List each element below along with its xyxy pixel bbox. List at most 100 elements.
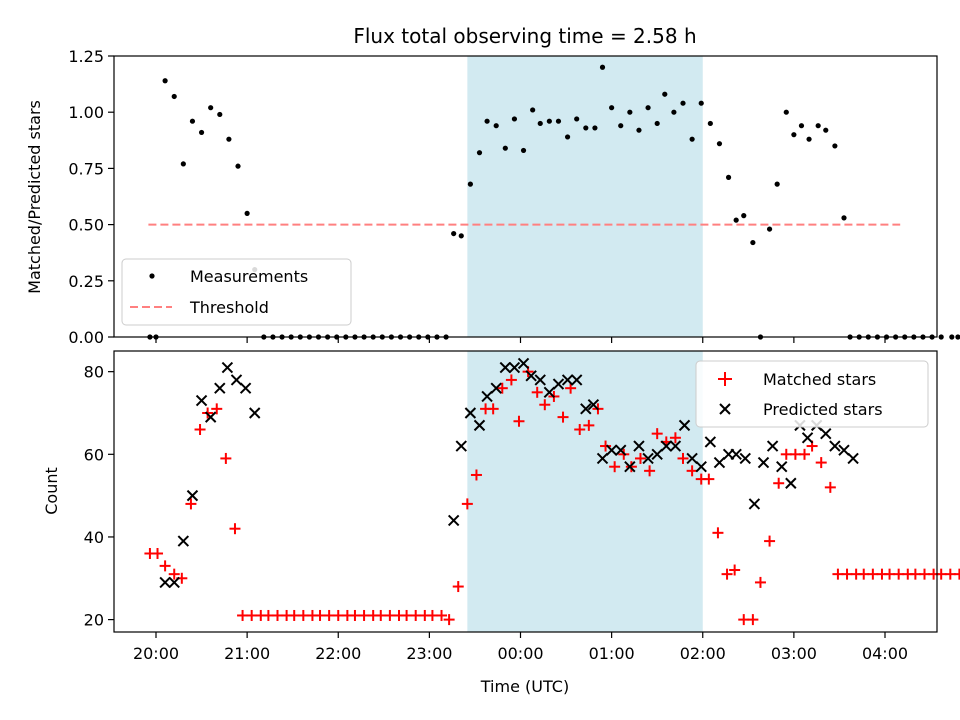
matched-star-point	[436, 609, 448, 621]
bottom-xtick-label: 01:00	[589, 644, 635, 663]
matched-star-point	[505, 374, 517, 386]
measurement-point	[774, 181, 780, 187]
measurement-point	[226, 136, 232, 142]
bottom-legend: Matched stars Predicted stars	[695, 360, 929, 428]
predicted-star-point	[669, 440, 682, 452]
bottom-x-axis-label: Time (UTC)	[480, 677, 569, 696]
measurement-point	[798, 123, 805, 129]
measurement-point	[949, 334, 955, 340]
measurement-point	[530, 107, 536, 113]
measurement-point	[627, 109, 633, 115]
predicted-star-point	[499, 361, 512, 374]
matched-star-point	[487, 403, 499, 415]
matched-star-point	[729, 564, 741, 576]
predicted-star-point	[525, 370, 537, 382]
top-panel: 0.00 0.25 0.50 0.75 1.00 1.25 Matched/Predict…	[25, 47, 960, 347]
predicted-star-point	[177, 535, 190, 547]
matched-star-point	[625, 461, 637, 473]
predicted-star-point	[695, 460, 707, 473]
predicted-star-point	[517, 357, 530, 370]
predicted-star-point	[447, 514, 460, 527]
measurement-point	[502, 145, 508, 151]
matched-star-point	[194, 424, 206, 436]
measurement-point	[511, 116, 518, 122]
bottom-xtick-label: 00:00	[497, 644, 543, 663]
measurement-point	[725, 174, 732, 180]
top-ytick-label: 1.00	[68, 103, 104, 122]
predicted-star-point	[605, 444, 618, 456]
measurement-point	[806, 136, 812, 142]
measurement-point	[750, 239, 756, 246]
legend-matched-label: Matched stars	[763, 370, 876, 389]
predicted-star-point	[820, 427, 832, 440]
matched-star-point	[229, 523, 241, 535]
predicted-star-point	[847, 452, 859, 465]
measurement-point	[841, 215, 847, 221]
predicted-star-point	[464, 407, 477, 419]
matched-star-point	[953, 568, 960, 580]
measurement-point	[458, 233, 464, 239]
predicted-star-point	[481, 390, 493, 403]
bottom-ytick-label: 60	[84, 445, 104, 464]
bottom-xtick-label: 02:00	[680, 644, 726, 663]
predicted-star-point	[686, 452, 698, 465]
predicted-star-point	[766, 440, 779, 452]
legend-measurements-label: Measurements	[190, 267, 308, 286]
measurement-point	[599, 64, 606, 70]
measurement-point	[235, 163, 241, 169]
measurement-point	[171, 93, 177, 100]
predicted-star-point	[168, 576, 180, 589]
measurement-point	[815, 123, 821, 129]
measurement-point	[636, 127, 642, 133]
predicted-star-point	[239, 382, 252, 394]
predicted-star-point	[739, 452, 751, 465]
predicted-star-point	[748, 498, 761, 510]
matched-star-point	[513, 415, 525, 427]
predicted-star-point	[561, 374, 574, 386]
matched-star-point	[185, 498, 197, 510]
predicted-star-point	[195, 394, 208, 407]
measurement-point	[654, 120, 660, 127]
measurement-point	[451, 230, 457, 237]
measurement-point	[467, 181, 473, 187]
predicted-star-point	[214, 382, 226, 394]
predicted-star-point	[249, 407, 261, 419]
matched-star-point	[712, 527, 724, 539]
predicted-star-point	[552, 378, 565, 390]
measurement-point	[938, 334, 944, 340]
matched-star-point	[644, 465, 656, 477]
top-ytick-label: 0.00	[68, 328, 104, 347]
measurement-point	[592, 125, 598, 131]
bottom-panel-frame	[113, 350, 938, 633]
bottom-ytick-label: 80	[84, 363, 104, 382]
legend-predicted-marker	[719, 403, 731, 415]
measurement-point	[484, 118, 490, 124]
measurement-point	[564, 134, 571, 140]
predicted-star-point	[204, 411, 217, 423]
predicted-star-point	[624, 460, 636, 473]
matched-star-point	[583, 419, 595, 431]
matched-star-point	[531, 386, 543, 398]
measurement-point	[618, 123, 624, 129]
bottom-xtick-label: 03:00	[771, 644, 817, 663]
bottom-xtick-label: 20:00	[133, 644, 179, 663]
measurement-point	[741, 213, 747, 219]
measurement-point	[832, 143, 838, 149]
measurement-point	[645, 105, 651, 111]
measurement-point	[823, 127, 829, 133]
top-legend-box	[121, 258, 352, 326]
predicted-star-point	[660, 440, 673, 452]
matched-star-point	[634, 452, 646, 464]
matched-star-point	[574, 424, 586, 436]
measurement-point	[476, 150, 483, 156]
measurement-point	[783, 109, 789, 115]
measurement-point	[662, 91, 668, 97]
bottom-panel: 20 40 60 80 20:00 21:00 22:00 23:00 00:00 01:00 0…	[42, 350, 960, 696]
predicted-star-point	[651, 448, 663, 461]
matched-star-point	[168, 568, 180, 580]
measurement-point	[671, 109, 677, 115]
predicted-star-point	[587, 399, 600, 411]
bottom-xtick-label: 04:00	[862, 644, 908, 663]
measurement-point	[520, 147, 527, 154]
predicted-star-point	[678, 419, 691, 432]
